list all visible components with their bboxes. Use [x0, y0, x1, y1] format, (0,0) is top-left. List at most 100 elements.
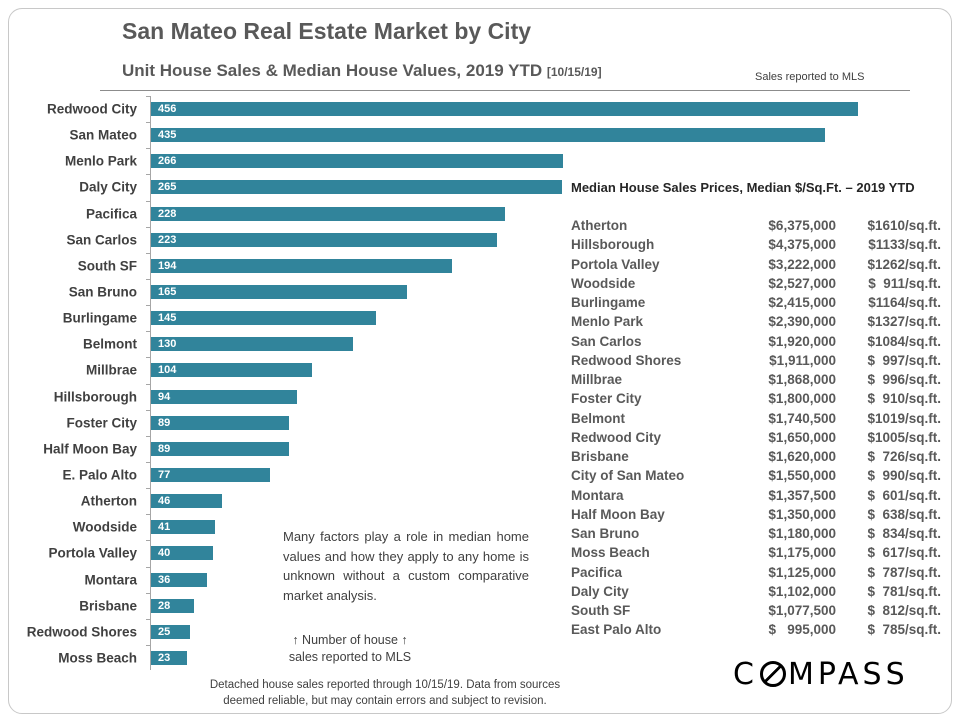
axis-tick [146, 95, 150, 97]
bar: 223 [151, 232, 497, 247]
sales-note: Sales reported to MLS [755, 71, 865, 83]
bar: 23 [151, 651, 187, 665]
price-per-sqft: $ 781/sq.ft. [867, 583, 941, 599]
category-label: E. Palo Alto [62, 467, 137, 483]
bar-value-label: 104 [158, 364, 177, 377]
axis-tick [146, 592, 150, 594]
bar-explanation-note: ↑ Number of house ↑ sales reported to MLS [250, 632, 450, 666]
category-label: Woodside [72, 519, 137, 535]
bar-value-label: 435 [158, 129, 177, 142]
median-price: $1,125,000 [768, 564, 836, 580]
city-name: Woodside [571, 275, 636, 291]
category-label: Daly City [79, 179, 137, 195]
price-per-sqft: $ 996/sq.ft. [867, 372, 941, 387]
city-name: Belmont [571, 410, 625, 426]
city-name: South SF [571, 603, 631, 618]
table-row: Daly City $1,102,000 $ 781/sq.ft. [571, 584, 941, 603]
median-price: $2,527,000 [768, 275, 836, 291]
price-per-sqft: $ 812/sq.ft. [867, 603, 941, 618]
table-title: Median House Sales Prices, Median $/Sq.F… [571, 180, 915, 195]
median-price: $1,102,000 [768, 583, 836, 599]
median-price: $1,920,000 [768, 333, 836, 349]
bar: 89 [151, 441, 289, 456]
table-row: Moss Beach $1,175,000 $ 617/sq.ft. [571, 545, 941, 564]
axis-tick [146, 252, 150, 254]
table-row: Montara $1,357,500 $ 601/sq.ft. [571, 488, 941, 507]
price-per-sqft: $1327/sq.ft. [867, 314, 941, 330]
median-price: $2,415,000 [768, 295, 836, 310]
city-name: San Bruno [571, 526, 640, 541]
table-row: Millbrae $1,868,000 $ 996/sq.ft. [571, 372, 941, 391]
city-name: Montara [571, 487, 624, 503]
table-row: Woodside $2,527,000 $ 911/sq.ft. [571, 276, 941, 295]
category-label: Montara [84, 572, 137, 588]
axis-tick [146, 226, 150, 228]
bar-value-label: 228 [158, 207, 177, 220]
subtitle-text: Unit House Sales & Median House Values, … [122, 61, 543, 80]
median-price: $2,390,000 [768, 314, 836, 330]
axis-tick [146, 540, 150, 542]
bar: 435 [151, 128, 826, 143]
bar: 36 [151, 572, 207, 587]
city-name: Hillsborough [571, 237, 655, 253]
median-price: $1,180,000 [768, 526, 836, 541]
price-per-sqft: $ 787/sq.ft. [867, 564, 941, 580]
price-per-sqft: $1164/sq.ft. [868, 295, 941, 310]
median-price: $4,375,000 [768, 237, 836, 253]
table-row: East Palo Alto $ 995,000 $ 785/sq.ft. [571, 622, 941, 641]
price-per-sqft: $1610/sq.ft. [867, 218, 941, 233]
price-per-sqft: $ 601/sq.ft. [867, 487, 941, 503]
footnote-line1: Detached house sales reported through 10… [209, 679, 561, 691]
subtitle-date: [10/15/19] [546, 65, 602, 79]
table-row: Foster City $1,800,000 $ 910/sq.ft. [571, 391, 941, 410]
table-row: South SF $1,077,500 $ 812/sq.ft. [571, 603, 941, 622]
median-price: $1,740,500 [768, 410, 836, 426]
price-per-sqft: $1019/sq.ft. [867, 410, 941, 426]
bar: 266 [151, 154, 564, 169]
axis-tick [146, 200, 150, 202]
footnote: Detached house sales reported through 10… [150, 677, 620, 709]
axis-tick [146, 566, 150, 568]
median-price: $3,222,000 [768, 256, 836, 272]
median-price: $1,175,000 [768, 545, 836, 561]
factors-note: Many factors play a role in median home … [283, 529, 529, 603]
bar-value-label: 89 [158, 416, 171, 429]
bar: 94 [151, 389, 297, 404]
bar-value-label: 145 [158, 312, 177, 325]
bar: 130 [151, 337, 353, 352]
table-row: Half Moon Bay $1,350,000 $ 638/sq.ft. [571, 507, 941, 526]
price-per-sqft: $ 785/sq.ft. [867, 622, 941, 638]
chart-subtitle: Unit House Sales & Median House Values, … [122, 61, 602, 81]
table-row: Brisbane $1,620,000 $ 726/sq.ft. [571, 449, 941, 468]
table-row: Redwood City $1,650,000 $1005/sq.ft. [571, 430, 941, 449]
bar: 228 [151, 206, 505, 221]
price-per-sqft: $ 990/sq.ft. [867, 468, 941, 484]
category-label: Portola Valley [48, 545, 137, 561]
bar-value-label: 165 [158, 286, 177, 298]
price-per-sqft: $ 726/sq.ft. [867, 449, 941, 464]
category-label: South SF [77, 258, 137, 274]
y-axis-line [150, 96, 151, 670]
bar: 89 [151, 415, 289, 430]
median-price: $1,350,000 [768, 506, 836, 522]
bar: 194 [151, 258, 452, 273]
city-name: Redwood City [571, 429, 661, 445]
bar-value-label: 89 [158, 442, 171, 455]
category-label: Burlingame [62, 310, 137, 326]
category-label: Redwood City [47, 101, 137, 117]
axis-tick [146, 644, 150, 646]
axis-tick [146, 174, 150, 176]
axis-tick [146, 435, 150, 437]
category-label: Moss Beach [58, 650, 137, 666]
category-label: San Carlos [66, 232, 137, 248]
axis-tick [146, 148, 150, 150]
city-name: Pacifica [571, 564, 623, 580]
bar-value-label: 130 [158, 338, 177, 351]
city-name: Millbrae [571, 372, 623, 387]
bar-value-label: 194 [158, 259, 177, 272]
price-per-sqft: $1084/sq.ft. [867, 333, 941, 349]
price-per-sqft: $ 997/sq.ft. [867, 352, 941, 368]
median-price: $1,911,000 [769, 352, 836, 368]
bar-value-label: 40 [158, 547, 171, 560]
bar: 41 [151, 520, 215, 535]
